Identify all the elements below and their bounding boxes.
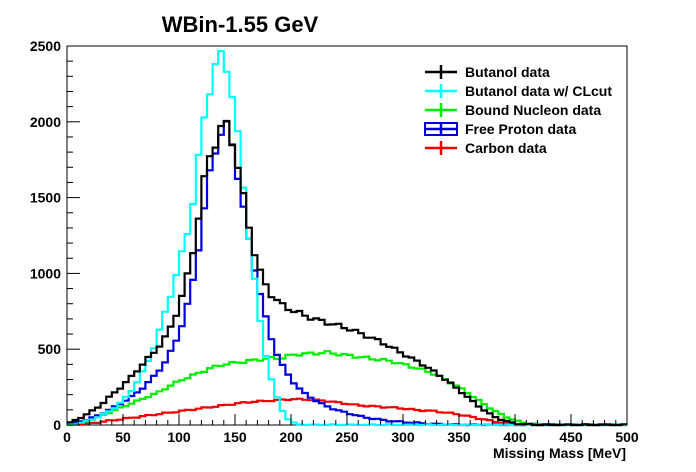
x-tick-label: 350 [447,429,471,445]
legend-label: Bound Nucleon data [465,102,601,118]
legend-entry: Carbon data [425,140,547,156]
y-tick-label: 1500 [30,190,61,206]
x-tick-label: 0 [63,429,71,445]
x-tick-label: 450 [559,429,583,445]
legend: Butanol data Butanol data w/ CLcut Bound N… [424,64,612,156]
legend-label: Free Proton data [465,121,576,137]
x-axis-label: Missing Mass [MeV] [493,445,626,461]
y-tick-label: 500 [38,341,62,357]
x-tick-label: 150 [223,429,247,445]
y-tick-label: 2000 [30,114,61,130]
y-tick-label: 0 [53,417,61,433]
series-line-bound-nucleon-data [67,350,627,427]
y-tick-label: 2500 [30,38,61,54]
x-tick-label: 400 [503,429,527,445]
plot-frame [66,45,628,426]
x-tick-label: 200 [279,429,303,445]
y-tick-label: 1000 [30,265,61,281]
chart-title: WBin-1.55 GeV [162,12,319,37]
legend-label: Butanol data [465,64,550,80]
legend-entry: Butanol data w/ CLcut [425,83,612,99]
legend-label: Butanol data w/ CLcut [465,83,612,99]
x-tick-label: 250 [335,429,359,445]
x-axis-ticks: 0 50 100 150 200 250 300 350 400 450 500 [63,414,639,445]
x-tick-label: 100 [167,429,191,445]
series-line-butanol-data [67,119,627,427]
y-axis-ticks: 0 500 1000 1500 2000 2500 [30,38,80,433]
legend-entry: Bound Nucleon data [425,102,601,118]
x-tick-label: 50 [115,429,131,445]
x-tick-label: 500 [615,429,639,445]
legend-entry: Free Proton data [424,121,576,137]
legend-label: Carbon data [465,140,547,156]
x-tick-label: 300 [391,429,415,445]
legend-entry: Butanol data [425,64,550,80]
